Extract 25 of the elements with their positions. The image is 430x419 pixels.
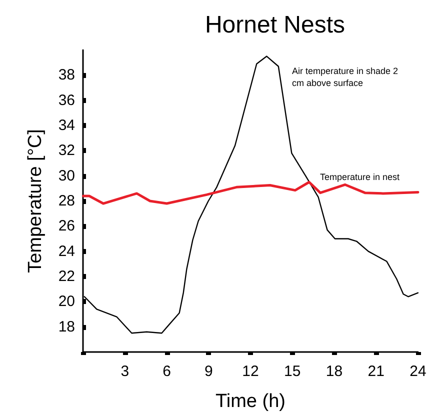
x-tick-label: 15 [284,363,301,380]
y-tick-label: 30 [58,167,75,184]
x-tick-label: 18 [326,363,343,380]
y-tick-label: 22 [58,268,75,285]
x-tick-label: 12 [242,363,259,380]
y-tick-label: 34 [58,117,75,134]
y-axis-title: Temperature [°C] [25,129,46,273]
y-tick-label: 20 [58,293,75,310]
line-series [82,180,420,205]
y-tick-label: 26 [58,218,75,235]
x-tick-label: 21 [368,363,384,380]
x-tick-label: 9 [204,363,213,380]
annotation: Temperature in nest [320,172,400,182]
y-tick-label: 28 [58,192,75,210]
y-tick-label: 36 [58,92,75,109]
y-tick-label: 38 [58,66,75,84]
y-tick-label: 18 [58,318,75,336]
chart-title: Hornet Nests [204,12,346,38]
x-tick-label: 24 [410,363,426,380]
x-tick-label: 6 [162,363,171,380]
annotation: Air temperature in shade 2 cm above surface [292,66,401,88]
x-tick-label: 3 [120,363,130,380]
x-axis-title: Time (h) [215,391,286,412]
y-tick-label: 32 [58,142,75,160]
y-tick-label: 24 [58,242,75,260]
